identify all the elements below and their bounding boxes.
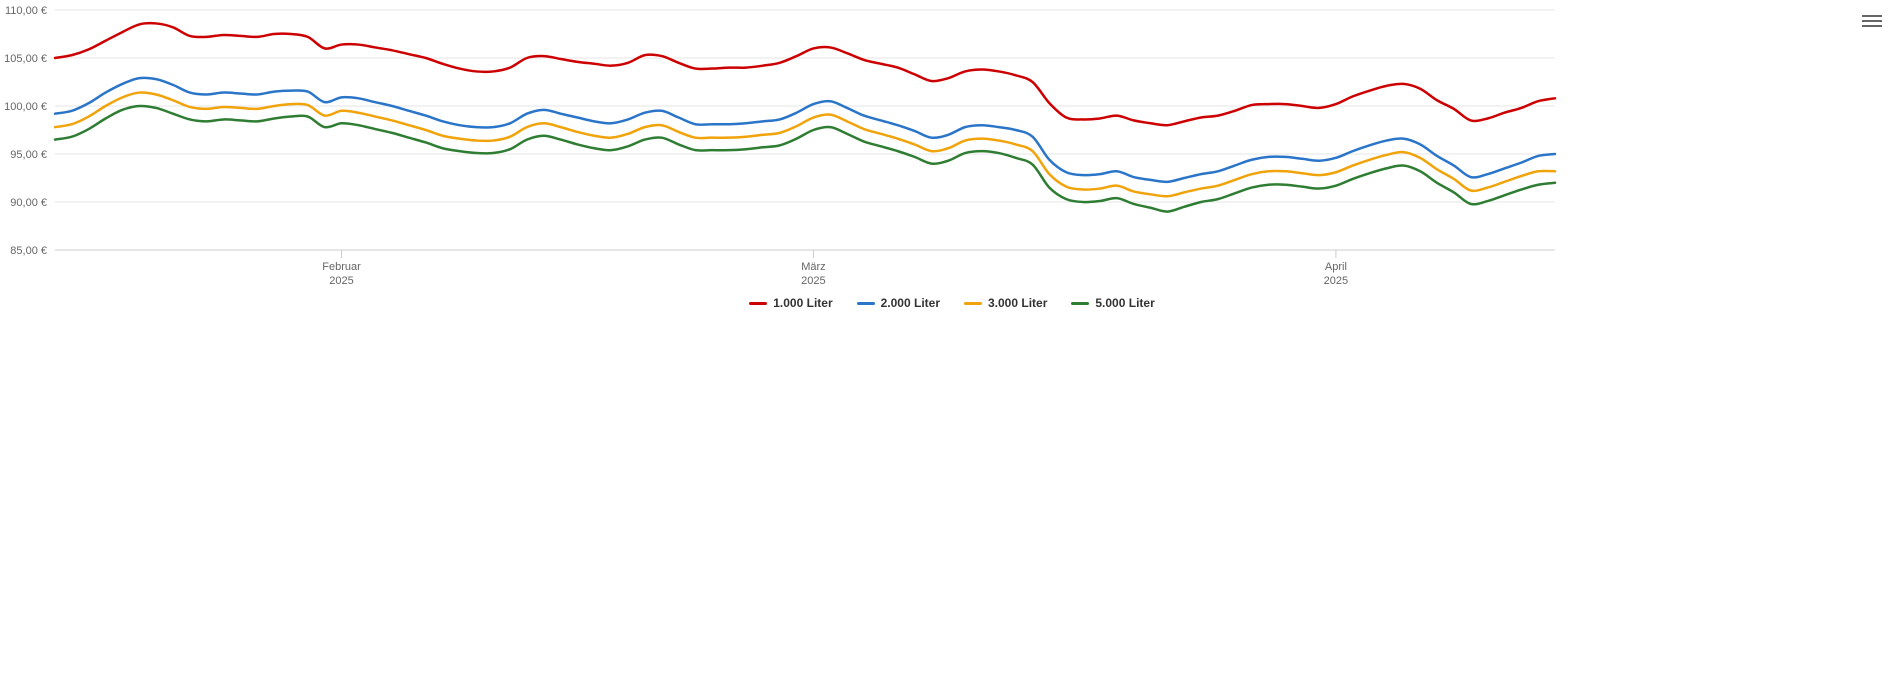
svg-text:90,00 €: 90,00 € (10, 197, 47, 209)
svg-text:100,00 €: 100,00 € (4, 101, 47, 113)
svg-text:110,00 €: 110,00 € (5, 5, 47, 17)
legend-swatch (964, 302, 982, 305)
svg-text:Februar: Februar (322, 261, 361, 273)
svg-text:März: März (801, 261, 825, 273)
svg-text:2025: 2025 (329, 275, 353, 287)
svg-text:85,00 €: 85,00 € (10, 245, 47, 257)
legend-item[interactable]: 3.000 Liter (964, 296, 1047, 310)
legend-label: 2.000 Liter (881, 296, 940, 310)
legend-swatch (1071, 302, 1089, 305)
price-chart: 85,00 € 90,00 € 95,00 € 100,00 € 105,00 € 110… (0, 0, 1904, 320)
svg-text:April: April (1325, 261, 1347, 273)
legend-item[interactable]: 2.000 Liter (857, 296, 940, 310)
legend-label: 5.000 Liter (1095, 296, 1154, 310)
legend-label: 1.000 Liter (773, 296, 832, 310)
svg-text:105,00 €: 105,00 € (4, 53, 47, 65)
chart-legend: 1.000 Liter 2.000 Liter 3.000 Liter 5.000 L… (0, 296, 1904, 310)
legend-swatch (749, 302, 767, 305)
svg-text:95,00 €: 95,00 € (10, 149, 47, 161)
legend-item[interactable]: 1.000 Liter (749, 296, 832, 310)
series-line (55, 78, 1555, 182)
legend-label: 3.000 Liter (988, 296, 1047, 310)
svg-text:2025: 2025 (1324, 275, 1348, 287)
legend-item[interactable]: 5.000 Liter (1071, 296, 1154, 310)
svg-text:2025: 2025 (801, 275, 825, 287)
legend-swatch (857, 302, 875, 305)
series-line (55, 23, 1555, 125)
